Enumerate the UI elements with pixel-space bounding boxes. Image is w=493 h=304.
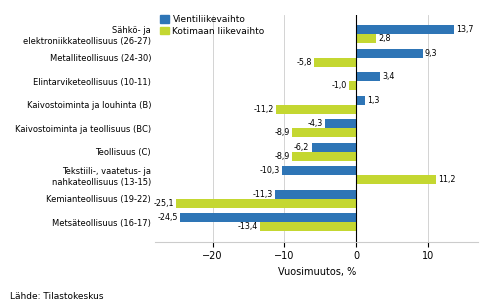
Text: -24,5: -24,5: [158, 213, 178, 223]
Text: -10,3: -10,3: [260, 166, 280, 175]
Text: Lähde: Tilastokeskus: Lähde: Tilastokeskus: [10, 292, 104, 301]
Text: 13,7: 13,7: [457, 26, 474, 34]
Text: -25,1: -25,1: [153, 199, 174, 208]
Bar: [349, 81, 356, 90]
Text: -6,2: -6,2: [294, 143, 310, 152]
Bar: [315, 58, 356, 67]
Bar: [180, 213, 356, 222]
Text: 9,3: 9,3: [425, 49, 437, 58]
Bar: [282, 166, 356, 175]
Bar: [356, 96, 365, 105]
Text: -11,3: -11,3: [252, 190, 273, 199]
Bar: [292, 128, 356, 137]
Text: -1,0: -1,0: [331, 81, 347, 90]
Bar: [356, 175, 436, 184]
Text: -8,9: -8,9: [275, 152, 290, 161]
Bar: [260, 222, 356, 231]
Bar: [356, 49, 423, 58]
Text: -5,8: -5,8: [297, 58, 313, 67]
Bar: [312, 143, 356, 152]
Bar: [356, 34, 376, 43]
Text: -11,2: -11,2: [253, 105, 274, 114]
Bar: [276, 105, 356, 114]
Bar: [275, 190, 356, 199]
Text: -8,9: -8,9: [275, 128, 290, 137]
Legend: Vientiliikevaihto, Kotimaan liikevaihto: Vientiliikevaihto, Kotimaan liikevaihto: [160, 15, 265, 36]
Text: 1,3: 1,3: [368, 96, 380, 105]
X-axis label: Vuosimuutos, %: Vuosimuutos, %: [278, 267, 356, 277]
Text: -13,4: -13,4: [238, 222, 258, 231]
Text: 2,8: 2,8: [378, 34, 391, 43]
Bar: [176, 199, 356, 208]
Text: 3,4: 3,4: [383, 72, 395, 81]
Text: 11,2: 11,2: [439, 175, 456, 184]
Bar: [325, 119, 356, 128]
Bar: [292, 152, 356, 161]
Bar: [356, 72, 381, 81]
Bar: [356, 26, 455, 34]
Text: -4,3: -4,3: [308, 119, 323, 128]
